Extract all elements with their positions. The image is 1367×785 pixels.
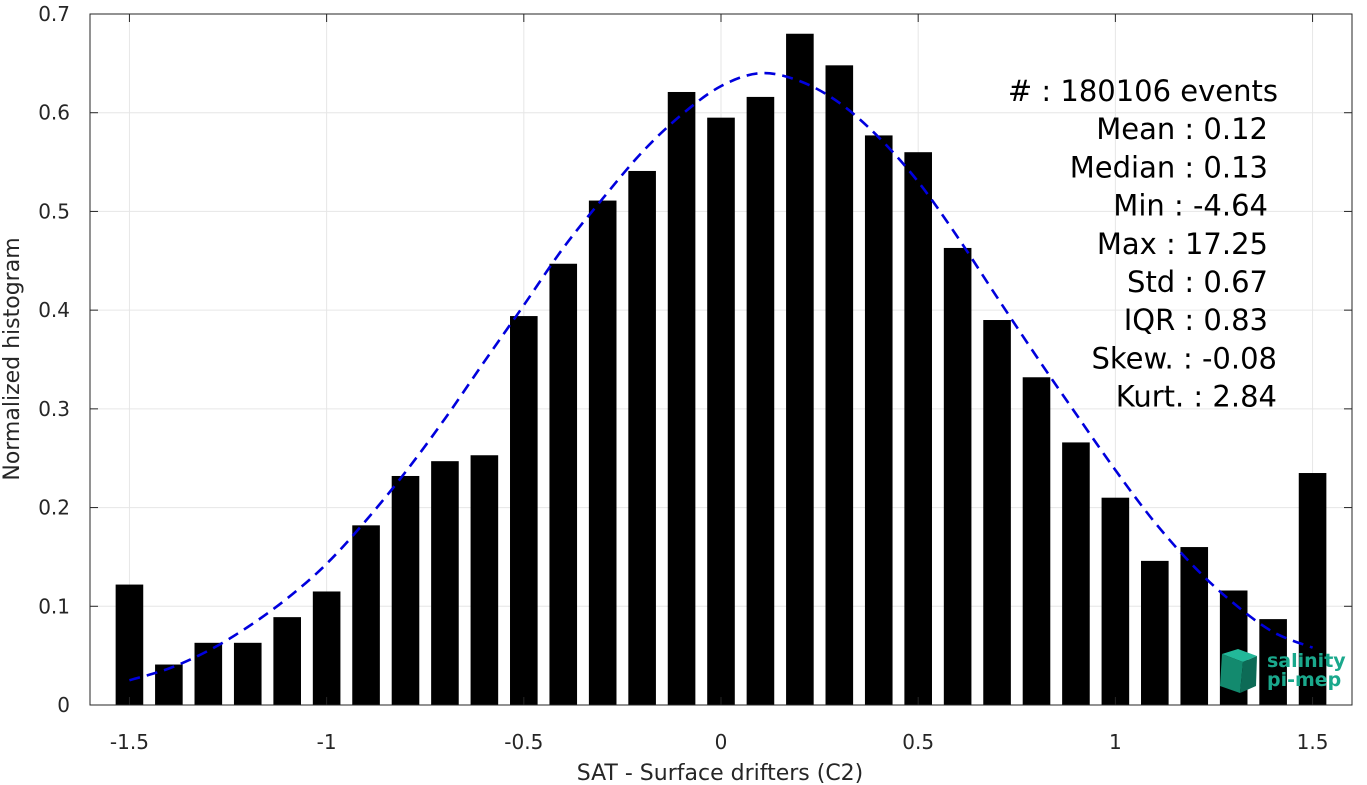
x-tick-label: -1.5	[110, 730, 149, 754]
histogram-bar	[667, 91, 696, 706]
histogram-bar	[155, 664, 183, 705]
histogram-bar	[588, 200, 617, 705]
histogram-bar	[312, 591, 341, 705]
logo-text-line2: pi-mep	[1267, 669, 1341, 691]
histogram-bar	[1141, 560, 1169, 705]
stat-line: Median : 0.13	[1070, 150, 1268, 184]
x-tick-labels: -1.5 -1 -0.5 0 0.5 1 1.5	[110, 730, 1329, 754]
x-tick-label: 1.5	[1297, 730, 1329, 754]
x-axis-label: SAT - Surface drifters (C2)	[577, 761, 864, 785]
y-tick-label: 0.5	[38, 199, 70, 223]
histogram-bar	[943, 247, 972, 705]
histogram-bar	[746, 96, 775, 706]
histogram-bar	[1259, 619, 1287, 705]
axis-ticks	[90, 13, 1352, 706]
logo-cube-icon	[1220, 649, 1257, 693]
histogram-bar	[1298, 473, 1327, 705]
x-tick-label: 0	[715, 730, 728, 754]
y-tick-label: 0.2	[38, 496, 70, 520]
histogram-bar	[470, 455, 499, 705]
x-tick-label: 1	[1109, 730, 1122, 754]
histogram-bar	[510, 316, 538, 705]
histogram-bar	[1101, 497, 1130, 705]
histogram-bar	[786, 33, 814, 705]
histogram-bar	[391, 475, 420, 705]
stat-line: Mean : 0.12	[1096, 112, 1268, 146]
histogram-bar	[825, 65, 854, 706]
fit-curve-line	[129, 71, 1314, 682]
histogram-bar	[983, 320, 1011, 705]
logo-text-line1: salinity	[1267, 650, 1346, 672]
stat-line: Skew. : -0.08	[1091, 341, 1277, 375]
x-tick-label: 0.5	[902, 730, 934, 754]
salinity-pi-mep-logo: salinity pi-mep	[1220, 649, 1346, 693]
histogram-bar	[115, 584, 144, 705]
histogram-bar	[431, 461, 459, 705]
x-tick-label: -0.5	[504, 730, 543, 754]
histogram-bar	[1022, 377, 1051, 705]
y-tick-label: 0.3	[38, 397, 70, 421]
x-tick-label: -1	[317, 730, 337, 754]
y-tick-label: 0.7	[38, 2, 70, 26]
stat-line: Min : -4.64	[1113, 189, 1268, 223]
y-tick-label: 0.1	[38, 594, 70, 618]
histogram-bars	[115, 33, 1327, 706]
histogram-bar	[1062, 442, 1090, 705]
histogram-bar	[628, 170, 656, 706]
stat-line: Max : 17.25	[1097, 227, 1268, 261]
histogram-bar	[194, 642, 223, 705]
histogram-bar	[904, 152, 932, 705]
histogram-bar	[273, 617, 301, 705]
histogram-bar	[352, 525, 380, 705]
stat-line: Kurt. : 2.84	[1116, 380, 1277, 414]
histogram-bar	[233, 642, 262, 705]
histogram-bar	[707, 117, 735, 705]
y-axis-label: Normalized histogram	[0, 237, 25, 480]
y-tick-label: 0	[57, 693, 70, 717]
y-tick-label: 0.4	[38, 298, 70, 322]
stat-line: Std : 0.67	[1127, 265, 1268, 299]
y-tick-labels: 0 0.1 0.2 0.3 0.4 0.5 0.6 0.7	[38, 2, 70, 717]
statistics-box: # : 180106 events Mean : 0.12 Median : 0.1…	[1008, 74, 1278, 414]
y-tick-label: 0.6	[38, 101, 70, 125]
histogram-bar	[549, 263, 578, 705]
stat-line: IQR : 0.83	[1124, 303, 1268, 337]
histogram-bar	[864, 135, 893, 705]
histogram-bar	[1180, 547, 1209, 705]
stat-line: # : 180106 events	[1008, 74, 1278, 108]
